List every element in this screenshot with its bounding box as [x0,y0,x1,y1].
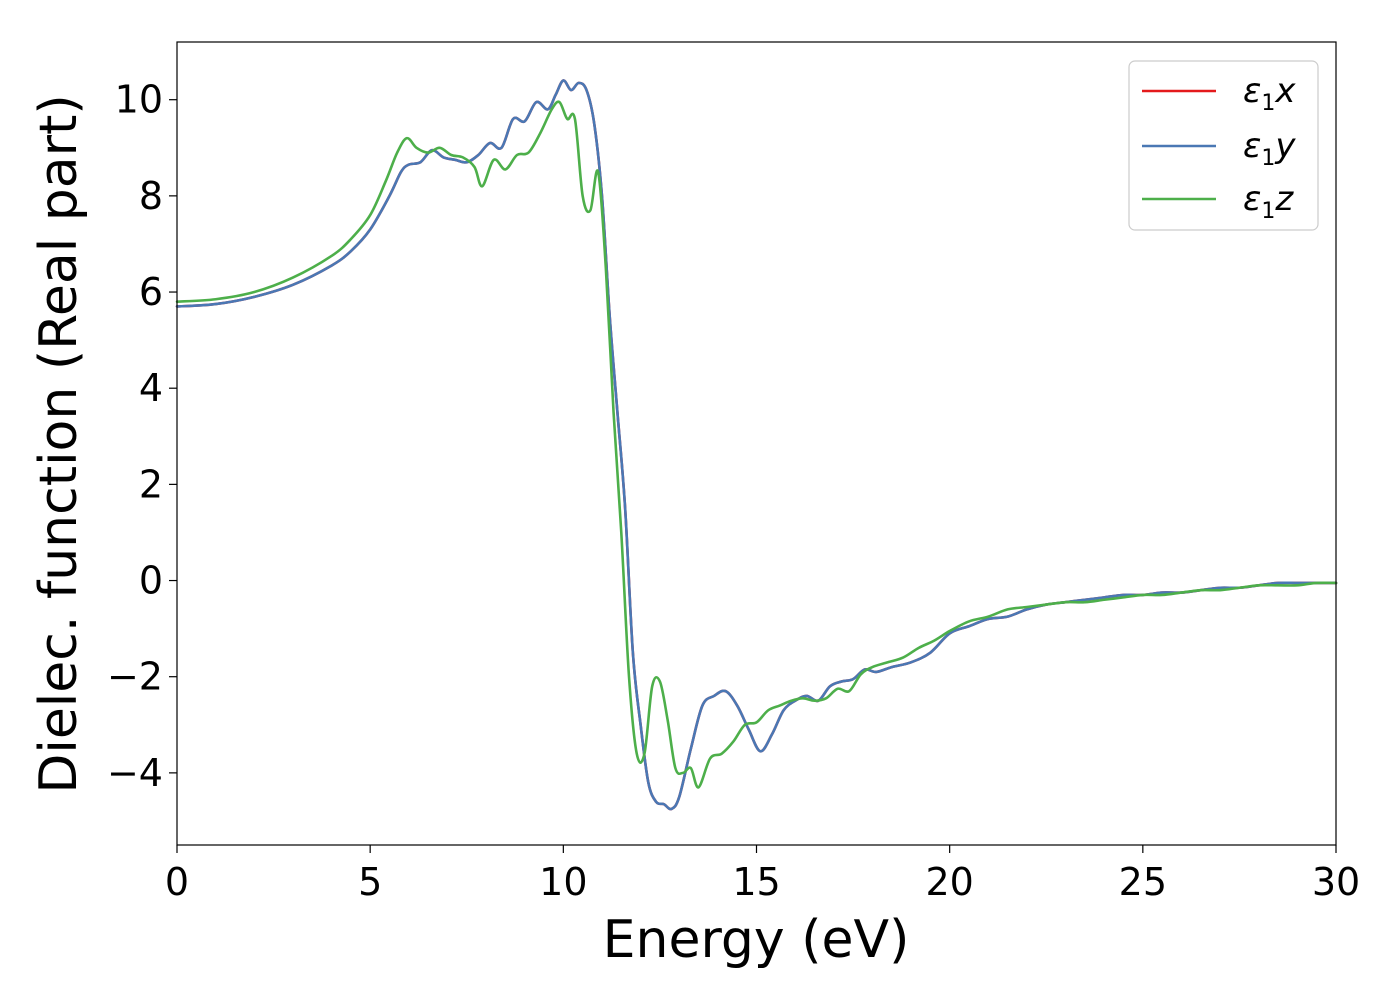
legend-label-x: ε1x [1243,71,1296,116]
y-tick-label: 10 [115,78,163,122]
legend: ε1x ε1y ε1z [1128,60,1319,231]
x-axis-label: Energy (eV) [603,910,910,970]
y-tick-label: 4 [139,366,163,410]
x-tick-label: 15 [732,860,780,904]
x-tick-label: 30 [1312,860,1360,904]
series-line-z [175,100,1338,789]
y-tick-label: −2 [107,655,163,699]
series-layer [175,79,1338,811]
legend-label-z: ε1z [1243,179,1294,224]
legend-label-y: ε1y [1243,126,1296,171]
x-tick-label: 20 [925,860,973,904]
x-tick-label: 25 [1119,860,1167,904]
y-tick-label: 2 [139,462,163,506]
y-tick-label: 8 [139,174,163,218]
x-tick-label: 5 [358,860,382,904]
y-tick-label: 6 [139,270,163,314]
x-tick-label: 10 [539,860,587,904]
series-line-y [175,79,1338,811]
y-tick-label: 0 [139,559,163,603]
legend-box [1128,60,1319,231]
x-tick-label: 0 [165,860,189,904]
y-tick-label: −4 [107,751,163,795]
y-axis-ticks: −4 −2 0 2 4 6 8 10 [107,78,177,795]
x-axis-ticks: 0 5 10 15 20 25 30 [165,845,1360,904]
y-axis-label: Dielec. function (Real part) [29,94,89,793]
